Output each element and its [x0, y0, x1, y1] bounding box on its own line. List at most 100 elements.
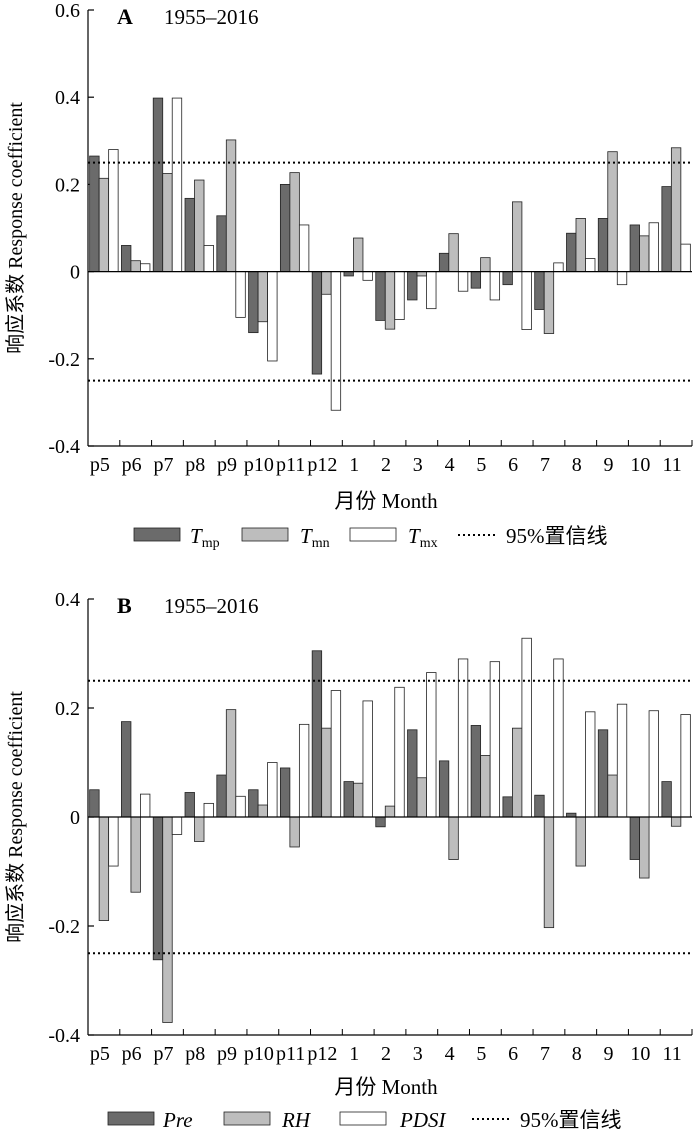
- x-tick-label: p12: [307, 454, 337, 476]
- bar-tmp-p8: [184, 197, 195, 273]
- bar-rh-p6: [130, 816, 141, 893]
- bar-pdsi-p6: [140, 793, 151, 818]
- x-axis-label: 月份 Month: [334, 489, 438, 513]
- x-tick-label: 10: [630, 1043, 650, 1065]
- bar-tmn-2: [384, 271, 396, 330]
- bar-tmn-3: [416, 271, 427, 277]
- bar-pdsi-p11: [298, 723, 310, 818]
- x-tick-label: 6: [508, 454, 518, 476]
- bar-tmn-5: [480, 257, 491, 273]
- bar-pre-7: [534, 794, 545, 818]
- x-tick-label: p8: [185, 1043, 205, 1065]
- bar-rh-1: [353, 782, 364, 818]
- bar-tmp-11: [661, 186, 672, 272]
- bar-tmx-p12: [330, 271, 342, 411]
- bar-tmn-p7: [162, 173, 173, 272]
- x-tick-label: 2: [381, 1043, 391, 1065]
- bar-tmx-p10: [267, 271, 278, 362]
- bar-rh-7: [543, 816, 555, 929]
- bar-tmx-p9: [235, 271, 246, 318]
- bar-tmx-p5: [108, 149, 119, 273]
- x-tick-label: 11: [662, 1043, 681, 1065]
- bar-tmp-p10: [248, 271, 259, 334]
- x-tick-label: p10: [244, 1043, 274, 1065]
- x-tick-label: p10: [244, 454, 274, 476]
- bar-pre-1: [343, 781, 354, 818]
- bar-tmn-p10: [257, 271, 268, 323]
- bar-tmx-4: [457, 271, 469, 292]
- bar-pdsi-p10: [267, 762, 278, 818]
- bar-pdsi-10: [648, 710, 659, 818]
- x-tick-label: 3: [413, 454, 423, 476]
- x-tick-label: 4: [445, 1043, 455, 1065]
- y-tick-label: 0.2: [55, 698, 80, 720]
- legend-swatch-pdsi: [339, 1111, 387, 1126]
- bar-pre-2: [375, 816, 386, 828]
- bar-tmx-10: [648, 222, 659, 273]
- legend-label-tmn: Tmn: [300, 524, 330, 551]
- x-tick-label: p7: [153, 1043, 173, 1065]
- bar-pre-p9: [216, 774, 227, 818]
- bar-tmp-7: [534, 271, 545, 310]
- panel-period: 1955–2016: [164, 594, 259, 618]
- legend-label-pre: Pre: [162, 1108, 193, 1132]
- bar-tmn-7: [543, 271, 555, 334]
- panel-letter: A: [117, 4, 133, 29]
- bar-tmp-4: [438, 252, 450, 272]
- bar-pdsi-p9: [235, 795, 246, 818]
- x-tick-label: 8: [572, 454, 582, 476]
- x-tick-label: p9: [217, 454, 237, 476]
- bar-pre-p11: [279, 767, 291, 818]
- bar-rh-p5: [98, 816, 110, 921]
- legend-swatch-rh: [223, 1111, 271, 1126]
- bar-rh-8: [575, 816, 586, 867]
- legend: Pre RH PDSI 95%置信线: [107, 1108, 622, 1132]
- bar-tmp-1: [343, 271, 354, 277]
- bar-tmx-p7: [171, 97, 183, 272]
- x-tick-label: 9: [604, 454, 614, 476]
- bar-pre-p8: [184, 792, 195, 818]
- bar-tmn-p5: [98, 177, 110, 273]
- x-tick-label: p6: [122, 1043, 142, 1065]
- bar-pdsi-11: [680, 714, 691, 818]
- bar-pre-p5: [89, 789, 100, 818]
- bar-pre-11: [661, 781, 672, 818]
- x-tick-label: 7: [540, 1043, 550, 1065]
- x-tick-label: p7: [153, 454, 173, 476]
- x-axis-label: 月份 Month: [334, 1075, 438, 1099]
- bar-tmx-1: [362, 271, 373, 281]
- bar-rh-10: [639, 816, 650, 879]
- legend: Tmp Tmn Tmx 95%置信线: [133, 524, 608, 551]
- bar-tmp-p6: [121, 245, 132, 273]
- bar-tmp-2: [375, 271, 386, 321]
- y-tick-label: -0.4: [48, 1025, 80, 1047]
- bar-tmn-p6: [130, 260, 141, 273]
- bar-pdsi-3: [426, 672, 437, 818]
- bar-pdsi-4: [457, 658, 469, 818]
- bar-tmp-p7: [152, 97, 164, 272]
- bar-pre-p10: [248, 789, 259, 818]
- legend-swatch-tmn: [241, 527, 289, 542]
- bar-tmp-5: [470, 271, 482, 289]
- x-tick-label: p11: [276, 454, 305, 476]
- x-tick-label: 1: [349, 1043, 359, 1065]
- bar-pdsi-8: [585, 711, 596, 818]
- bar-tmp-6: [502, 271, 513, 286]
- bar-tmx-11: [680, 243, 691, 273]
- y-tick-label: -0.2: [48, 916, 80, 938]
- bar-tmn-6: [512, 201, 523, 272]
- bar-pdsi-p12: [330, 690, 342, 818]
- bar-pdsi-2: [394, 686, 405, 818]
- bar-pdsi-p7: [171, 816, 183, 835]
- legend-swatch-pre: [107, 1111, 155, 1126]
- bar-rh-2: [384, 805, 396, 818]
- legend-label-pdsi: PDSI: [399, 1108, 446, 1132]
- bar-tmx-p8: [203, 245, 214, 273]
- legend-confidence-label: 95%置信线: [520, 1108, 622, 1132]
- bar-pdsi-9: [616, 703, 628, 818]
- x-tick-label: 8: [572, 1043, 582, 1065]
- bar-pre-6: [502, 796, 513, 818]
- bar-pre-3: [407, 729, 418, 818]
- bar-tmx-2: [394, 271, 405, 320]
- bar-rh-9: [607, 774, 618, 818]
